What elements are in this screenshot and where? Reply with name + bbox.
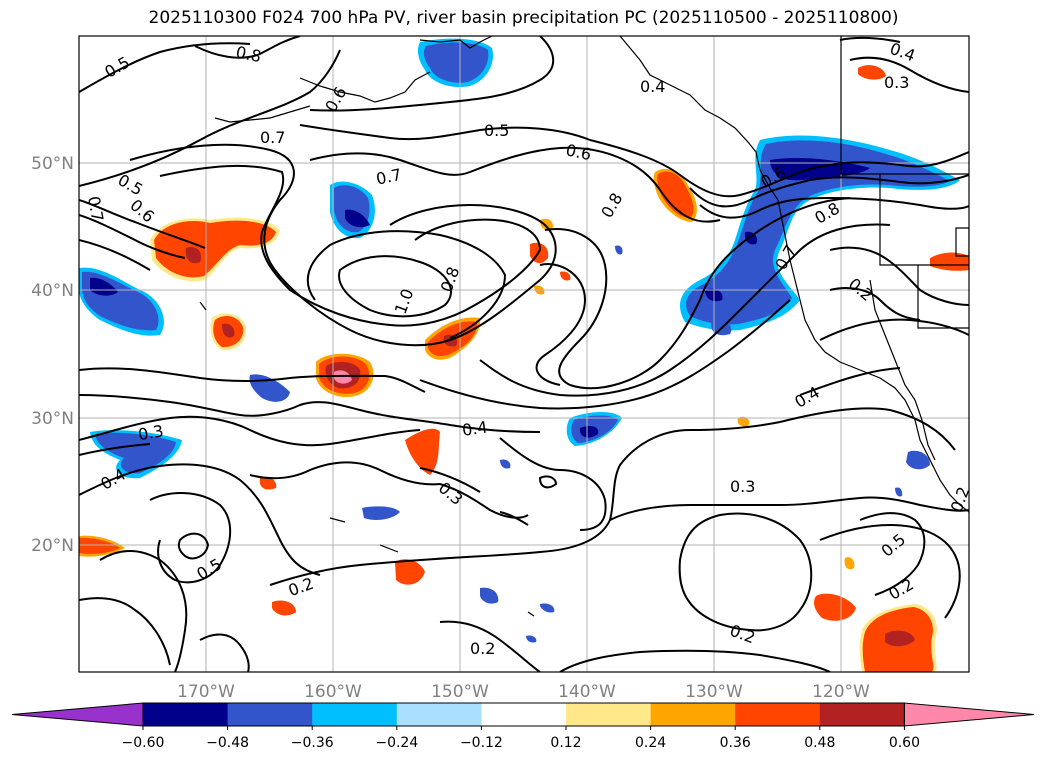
contour-label: 0.3 (730, 477, 755, 496)
colorbar-segment (650, 703, 736, 726)
chart-title: 2025110300 F024 700 hPa PV, river basin … (148, 8, 899, 28)
colorbar-segment (735, 703, 821, 726)
contour-label: 0.2 (470, 639, 495, 658)
precip-shading-negative (79, 38, 960, 643)
latitude-labels: 50°N 40°N 30°N 20°N (31, 154, 74, 556)
colorbar-tick-label: 0.48 (804, 735, 835, 751)
colorbar-segment (143, 703, 229, 726)
contour-label: 0.7 (260, 128, 285, 147)
colorbar-tick-label: 0.36 (720, 735, 751, 751)
colorbar-segment (227, 703, 313, 726)
contour-label: 0.3 (884, 73, 909, 92)
lat-label-50n: 50°N (31, 154, 74, 174)
lon-label-120w: 120°W (812, 682, 870, 702)
colorbar-extend-high (903, 702, 1035, 727)
lon-label-150w: 150°W (431, 682, 489, 702)
colorbar-segment (819, 703, 905, 726)
colorbar-extend-low (11, 702, 144, 727)
pv-contours (79, 36, 969, 672)
contour-label: 0.7 (374, 165, 403, 189)
colorbar-tick-label: −0.60 (122, 735, 165, 751)
colorbar-tick-label: 0.60 (889, 735, 920, 751)
lon-label-140w: 140°W (558, 682, 616, 702)
colorbar-segment (481, 703, 567, 726)
contour-label: 0.6 (564, 140, 593, 164)
contour-label: 0.4 (461, 417, 489, 439)
graticule-grid (79, 36, 969, 672)
colorbar-segment (312, 703, 398, 726)
map-frame (78, 35, 970, 673)
colorbar: −0.60 −0.48 −0.36 −0.24 −0.12 0.12 0.24 0.36 0.4… (11, 702, 1035, 751)
contour-label: 0.7 (84, 195, 107, 223)
colorbar-tick-label: 0.12 (550, 735, 581, 751)
contour-label: 0.4 (640, 77, 665, 96)
colorbar-segment (396, 703, 482, 726)
lat-label-20n: 20°N (31, 536, 74, 556)
contour-label: 0.8 (234, 42, 263, 66)
colorbar-segment (566, 703, 652, 726)
precip-shading-positive (79, 65, 969, 672)
lon-label-170w: 170°W (177, 682, 235, 702)
longitude-labels: 170°W 160°W 150°W 140°W 130°W 120°W (177, 682, 870, 702)
lon-label-160w: 160°W (304, 682, 362, 702)
colorbar-tick-label: −0.36 (291, 735, 334, 751)
lat-label-30n: 30°N (31, 409, 74, 429)
colorbar-tick-label: 0.24 (635, 735, 666, 751)
colorbar-tick-label: −0.12 (460, 735, 503, 751)
contour-label: 0.3 (137, 421, 165, 444)
colorbar-frame (142, 702, 905, 727)
lat-label-40n: 40°N (31, 281, 74, 301)
colorbar-tick-label: −0.24 (375, 735, 418, 751)
lon-label-130w: 130°W (685, 682, 743, 702)
contour-label: 0.5 (484, 121, 509, 140)
colorbar-tick-label: −0.48 (206, 735, 249, 751)
coastlines (199, 36, 969, 617)
